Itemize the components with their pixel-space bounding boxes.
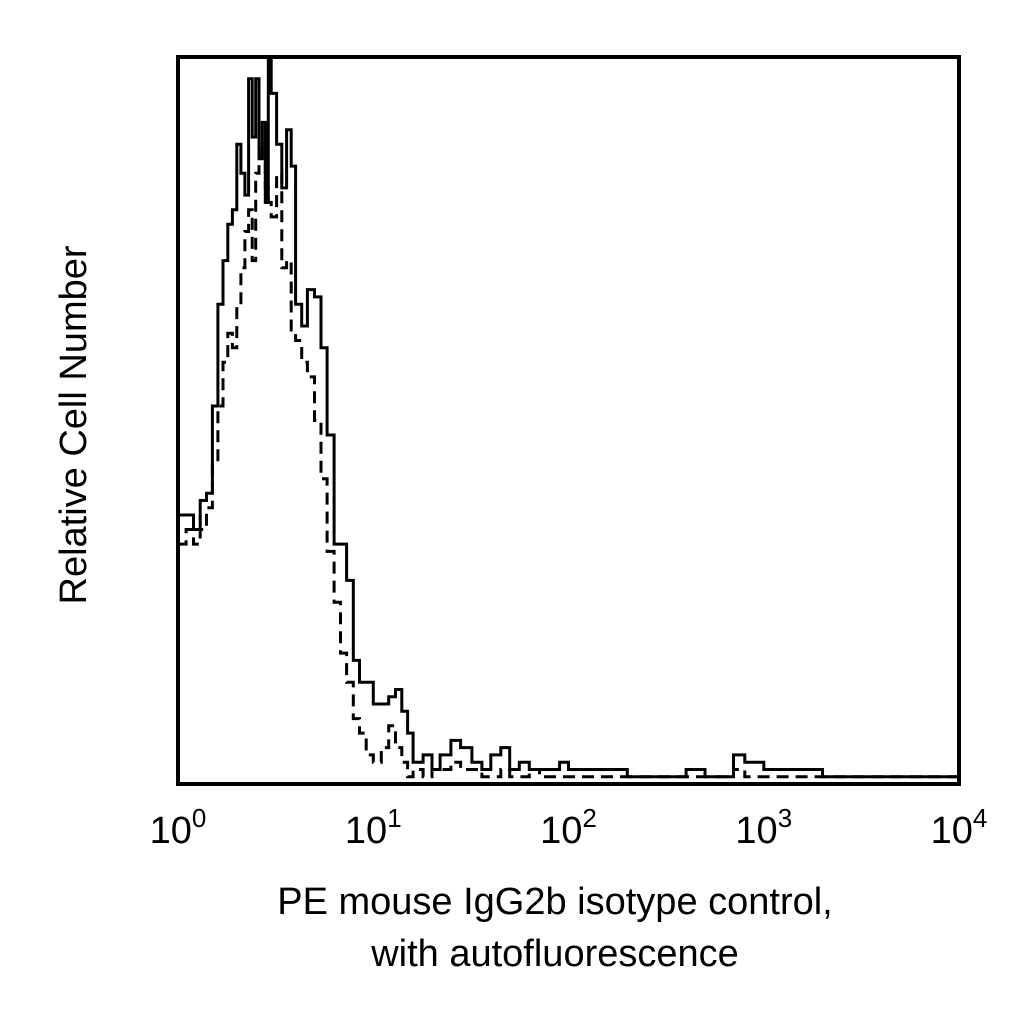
solid-histogram-line bbox=[178, 55, 961, 784]
x-tick-label: 101 bbox=[345, 803, 402, 852]
x-tick-label: 102 bbox=[540, 803, 597, 852]
x-tick-labels: 100 101 102 103 104 bbox=[150, 803, 988, 852]
dashed-histogram-line bbox=[178, 142, 961, 784]
y-axis-label: Relative Cell Number bbox=[53, 245, 95, 604]
x-tick-label: 103 bbox=[735, 803, 792, 852]
plot-area bbox=[178, 55, 961, 784]
plot-frame bbox=[176, 55, 961, 786]
x-axis-label-line-2: with autofluorescence bbox=[370, 933, 739, 975]
x-tick-label: 100 bbox=[150, 803, 207, 852]
x-tick-label: 104 bbox=[931, 803, 988, 852]
x-axis-label-line-1: PE mouse IgG2b isotype control, bbox=[277, 881, 833, 923]
